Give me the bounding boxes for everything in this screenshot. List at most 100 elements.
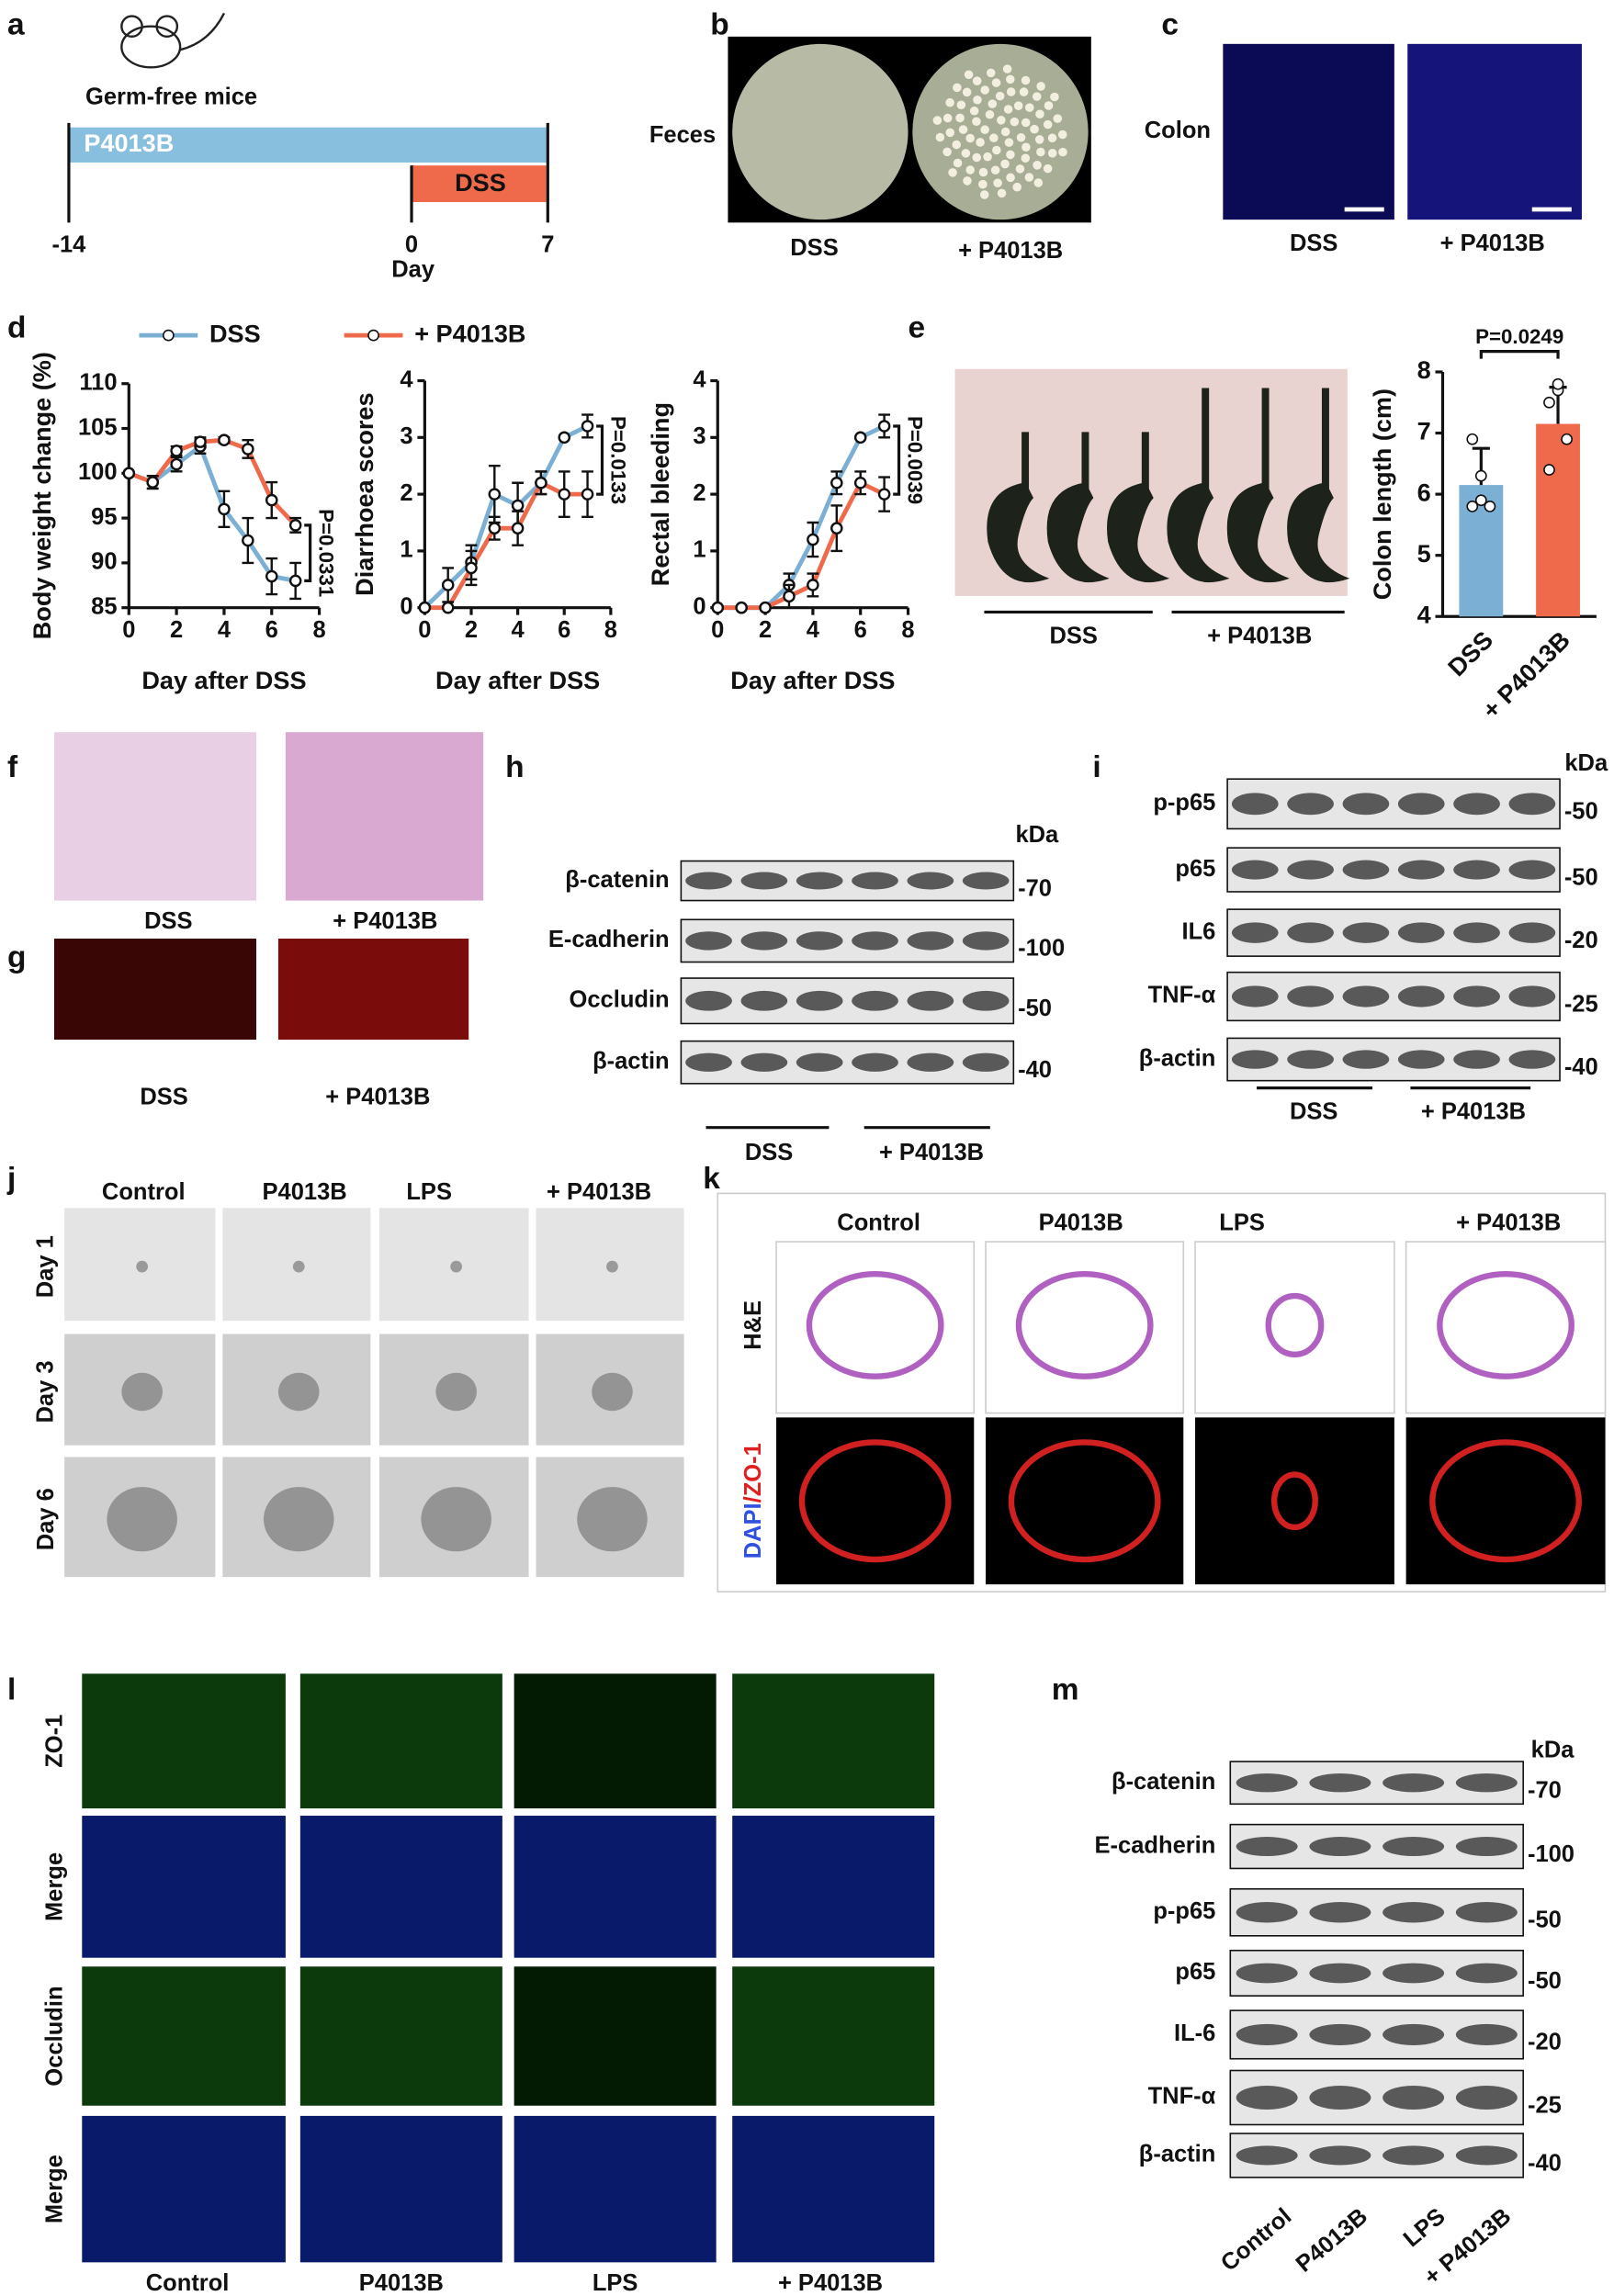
organoid: [450, 1260, 463, 1273]
fluorescence-image: [1223, 43, 1394, 220]
point: [146, 476, 159, 489]
he-image: [1405, 1241, 1607, 1414]
row-label: Day 6: [33, 1488, 59, 1550]
fluorescence-image: [299, 1816, 502, 1958]
col-label: + P4013B: [958, 238, 1063, 264]
fluorescence-image: [299, 1966, 502, 2106]
colon: [987, 482, 1050, 583]
organoid: [1429, 1439, 1582, 1563]
x-axis-label: Day after DSS: [141, 666, 306, 694]
kda-label: -25: [1528, 2092, 1562, 2118]
kda-label: -70: [1018, 875, 1052, 901]
colon: [1167, 482, 1230, 583]
colony: [1010, 117, 1020, 127]
blot-band: [1397, 985, 1445, 1007]
timeline-axis: [67, 122, 549, 223]
fluorescence-image: [732, 1966, 935, 2106]
point: [853, 476, 867, 490]
point: [170, 457, 183, 471]
fluorescence-image: [732, 1816, 935, 1958]
blot-band: [740, 872, 788, 890]
blot-band: [852, 1052, 898, 1072]
col-label: + P4013B: [333, 908, 437, 934]
colony: [965, 133, 975, 143]
colony: [990, 165, 1000, 175]
blot-band: [1508, 860, 1556, 880]
kda-label: -50: [1564, 799, 1598, 825]
col-label: + P4013B: [778, 2270, 883, 2296]
blot-band: [1342, 793, 1390, 816]
blot-band: [685, 990, 732, 1011]
point: [265, 493, 278, 507]
blot-band: [1231, 860, 1279, 880]
annotation: P=0.0331: [315, 509, 338, 597]
panel-label: i: [1092, 750, 1100, 784]
protein-label: β-catenin: [1112, 1769, 1215, 1795]
bracket: [596, 424, 604, 496]
organoid: [1437, 1270, 1574, 1379]
col-label: P4013B: [1039, 1210, 1123, 1236]
point: [581, 488, 594, 501]
blot-band: [1309, 1837, 1371, 1857]
y-tick-label: 5: [1417, 539, 1431, 568]
blot-band: [1342, 1050, 1390, 1069]
colony: [1043, 119, 1053, 129]
point: [242, 534, 254, 547]
colony: [1000, 127, 1010, 137]
row-label: Day 1: [33, 1235, 59, 1298]
blot-band: [907, 990, 954, 1011]
lane-label: LPS: [1399, 2203, 1450, 2252]
panel-label: k: [703, 1162, 720, 1196]
colony: [952, 140, 962, 150]
colony: [972, 152, 981, 163]
col-label: DSS: [140, 1085, 187, 1110]
panel-label: m: [1052, 1672, 1079, 1706]
organoid: [292, 1260, 305, 1273]
colony: [1047, 133, 1057, 143]
colony: [942, 147, 952, 157]
organoid: [1270, 1471, 1318, 1531]
point: [877, 488, 891, 501]
blot-strip: [1226, 778, 1561, 830]
x-tick-label: 6: [854, 617, 867, 643]
colony: [1032, 92, 1042, 101]
colony: [1033, 178, 1044, 187]
point: [1484, 501, 1496, 512]
col-label: DSS: [790, 235, 838, 261]
unit-label: kDa: [1531, 1738, 1575, 1763]
blot-strip: [680, 918, 1015, 963]
point: [558, 488, 571, 501]
colony: [932, 116, 942, 125]
y-axis-label: Rectal bleeding: [646, 402, 674, 586]
blot-band: [852, 990, 898, 1011]
row-label: Merge: [41, 2155, 67, 2223]
organoid: [577, 1487, 648, 1552]
bar-label: P4013B: [84, 129, 174, 157]
colony: [1006, 87, 1016, 96]
fluorescence-image: [732, 2115, 935, 2263]
colony: [978, 167, 988, 177]
protein-label: p-p65: [1153, 790, 1215, 816]
point: [535, 476, 547, 490]
he-image: [1194, 1241, 1395, 1414]
blot-band: [1383, 1902, 1445, 1923]
blot-band: [1287, 985, 1334, 1007]
series-line: [717, 479, 886, 611]
point: [711, 601, 725, 614]
point: [807, 533, 819, 546]
y-tick-label: 3: [400, 423, 412, 449]
colony: [1019, 87, 1029, 96]
point: [1466, 501, 1479, 512]
group-label: DSS: [1049, 623, 1097, 648]
colony: [973, 95, 982, 105]
kda-label: -50: [1528, 1908, 1562, 1933]
blot-band: [1455, 1902, 1518, 1923]
protein-label: β-actin: [593, 1048, 670, 1074]
row-label: ZO-1: [41, 1715, 67, 1768]
blot-strip: [1226, 971, 1561, 1022]
protein-label: TNF-α: [1148, 983, 1216, 1008]
point: [1466, 433, 1479, 445]
kda-label: -70: [1528, 1777, 1562, 1803]
point: [418, 601, 432, 614]
colony: [1057, 129, 1067, 140]
